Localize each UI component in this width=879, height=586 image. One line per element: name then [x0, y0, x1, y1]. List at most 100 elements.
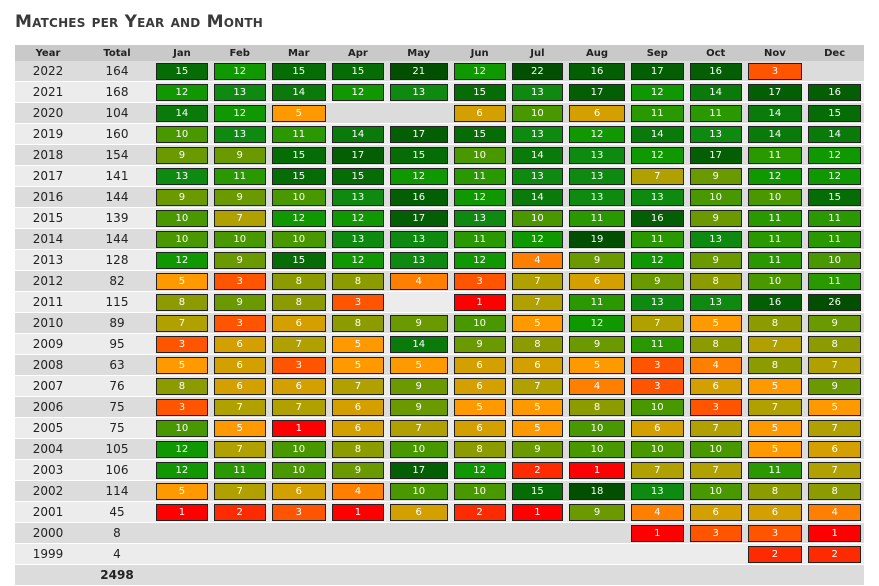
month-count-badge[interactable]: 9 [569, 251, 625, 269]
month-count-badge[interactable]: 3 [453, 272, 506, 290]
month-count-badge[interactable]: 11 [747, 230, 803, 248]
month-count-badge[interactable]: 10 [271, 461, 326, 479]
month-count-badge[interactable]: 8 [271, 272, 326, 290]
month-count-badge[interactable]: 15 [271, 251, 326, 269]
month-count-badge[interactable]: 13 [213, 125, 266, 143]
month-count-badge[interactable]: 8 [331, 272, 384, 290]
month-count-badge[interactable]: 7 [213, 482, 266, 500]
month-count-badge[interactable]: 3 [156, 398, 208, 416]
month-count-badge[interactable]: 1 [331, 503, 384, 521]
month-count-badge[interactable]: 11 [630, 104, 684, 122]
month-count-badge[interactable]: 4 [389, 272, 448, 290]
month-count-badge[interactable]: 11 [689, 104, 742, 122]
month-count-badge[interactable]: 6 [271, 377, 326, 395]
month-count-badge[interactable]: 10 [453, 146, 506, 164]
month-count-badge[interactable]: 10 [569, 419, 625, 437]
month-count-badge[interactable]: 9 [453, 335, 506, 353]
month-count-badge[interactable]: 26 [808, 293, 861, 311]
month-count-badge[interactable]: 1 [156, 503, 208, 521]
month-count-badge[interactable]: 6 [213, 335, 266, 353]
month-count-badge[interactable]: 8 [689, 272, 742, 290]
month-count-badge[interactable]: 1 [271, 419, 326, 437]
month-count-badge[interactable]: 2 [511, 461, 564, 479]
month-count-badge[interactable]: 13 [630, 188, 684, 206]
month-count-badge[interactable]: 9 [213, 293, 266, 311]
month-count-badge[interactable]: 13 [569, 188, 625, 206]
month-count-badge[interactable]: 5 [331, 356, 384, 374]
month-count-badge[interactable]: 9 [213, 188, 266, 206]
month-count-badge[interactable]: 9 [511, 440, 564, 458]
month-count-badge[interactable]: 4 [689, 356, 742, 374]
month-count-badge[interactable]: 5 [271, 104, 326, 122]
month-count-badge[interactable]: 6 [453, 419, 506, 437]
month-count-badge[interactable]: 7 [511, 272, 564, 290]
month-count-badge[interactable]: 11 [271, 125, 326, 143]
month-count-badge[interactable]: 12 [453, 62, 506, 80]
month-count-badge[interactable]: 13 [511, 125, 564, 143]
month-count-badge[interactable]: 10 [271, 440, 326, 458]
month-count-badge[interactable]: 12 [808, 146, 861, 164]
month-count-badge[interactable]: 1 [630, 524, 684, 542]
month-count-badge[interactable]: 9 [156, 146, 208, 164]
month-count-badge[interactable]: 3 [213, 272, 266, 290]
month-count-badge[interactable]: 15 [156, 62, 208, 80]
month-count-badge[interactable]: 10 [630, 398, 684, 416]
month-count-badge[interactable]: 11 [630, 335, 684, 353]
month-count-badge[interactable]: 7 [156, 314, 208, 332]
month-count-badge[interactable]: 9 [213, 146, 266, 164]
month-count-badge[interactable]: 13 [511, 167, 564, 185]
month-count-badge[interactable]: 12 [156, 83, 208, 101]
month-count-badge[interactable]: 11 [453, 167, 506, 185]
month-count-badge[interactable]: 7 [630, 167, 684, 185]
month-count-badge[interactable]: 10 [213, 230, 266, 248]
month-count-badge[interactable]: 9 [689, 209, 742, 227]
month-count-badge[interactable]: 6 [808, 440, 861, 458]
month-count-badge[interactable]: 9 [389, 398, 448, 416]
month-count-badge[interactable]: 3 [630, 356, 684, 374]
month-count-badge[interactable]: 9 [389, 314, 448, 332]
month-count-badge[interactable]: 3 [271, 356, 326, 374]
month-count-badge[interactable]: 1 [453, 293, 506, 311]
month-count-badge[interactable]: 15 [271, 167, 326, 185]
month-count-badge[interactable]: 11 [808, 230, 861, 248]
month-count-badge[interactable]: 16 [630, 209, 684, 227]
month-count-badge[interactable]: 5 [156, 272, 208, 290]
month-count-badge[interactable]: 10 [569, 440, 625, 458]
month-count-badge[interactable]: 12 [747, 167, 803, 185]
month-count-badge[interactable]: 19 [569, 230, 625, 248]
month-count-badge[interactable]: 17 [389, 209, 448, 227]
month-count-badge[interactable]: 10 [747, 272, 803, 290]
month-count-badge[interactable]: 14 [511, 188, 564, 206]
month-count-badge[interactable]: 6 [213, 356, 266, 374]
month-count-badge[interactable]: 13 [689, 230, 742, 248]
month-count-badge[interactable]: 7 [271, 335, 326, 353]
month-count-badge[interactable]: 14 [747, 104, 803, 122]
month-count-badge[interactable]: 18 [569, 482, 625, 500]
month-count-badge[interactable]: 13 [331, 230, 384, 248]
month-count-badge[interactable]: 5 [453, 398, 506, 416]
month-count-badge[interactable]: 11 [747, 251, 803, 269]
month-count-badge[interactable]: 8 [156, 377, 208, 395]
month-count-badge[interactable]: 15 [453, 125, 506, 143]
month-count-badge[interactable]: 14 [747, 125, 803, 143]
month-count-badge[interactable]: 12 [213, 104, 266, 122]
month-count-badge[interactable]: 8 [569, 398, 625, 416]
month-count-badge[interactable]: 12 [156, 440, 208, 458]
month-count-badge[interactable]: 5 [689, 314, 742, 332]
month-count-badge[interactable]: 6 [569, 272, 625, 290]
month-count-badge[interactable]: 13 [630, 482, 684, 500]
month-count-badge[interactable]: 13 [389, 230, 448, 248]
month-count-badge[interactable]: 11 [213, 461, 266, 479]
month-count-badge[interactable]: 12 [630, 251, 684, 269]
month-count-badge[interactable]: 3 [630, 377, 684, 395]
month-count-badge[interactable]: 9 [689, 251, 742, 269]
month-count-badge[interactable]: 7 [630, 314, 684, 332]
month-count-badge[interactable]: 7 [808, 419, 861, 437]
month-count-badge[interactable]: 9 [808, 377, 861, 395]
month-count-badge[interactable]: 11 [747, 461, 803, 479]
month-count-badge[interactable]: 6 [569, 104, 625, 122]
month-count-badge[interactable]: 6 [747, 503, 803, 521]
month-count-badge[interactable]: 9 [213, 251, 266, 269]
month-count-badge[interactable]: 12 [389, 167, 448, 185]
month-count-badge[interactable]: 8 [808, 335, 861, 353]
